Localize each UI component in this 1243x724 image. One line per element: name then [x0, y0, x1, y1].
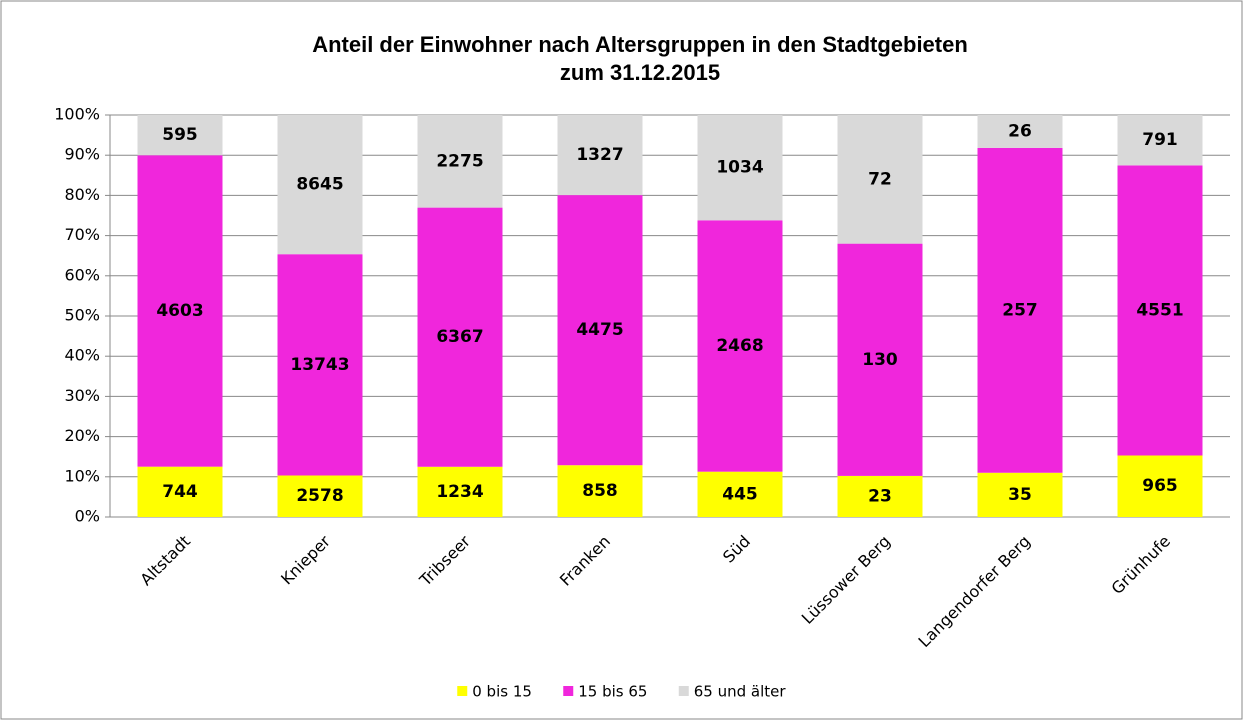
bar-segment [277, 475, 363, 517]
y-tick-label: 30% [64, 386, 100, 405]
bar-segment [697, 471, 783, 517]
data-label: 965 [1142, 476, 1178, 496]
legend-swatch [678, 686, 689, 696]
y-tick-label: 80% [64, 185, 100, 204]
data-label: 4475 [576, 320, 623, 340]
bar-segment [137, 466, 223, 517]
bar-segment [1117, 455, 1203, 517]
y-tick-label: 60% [64, 265, 100, 284]
legend-label: 0 bis 15 [472, 683, 532, 701]
bar-segment [1117, 165, 1203, 456]
bar-segment [697, 220, 783, 472]
legend-label: 65 und älter [694, 683, 787, 701]
y-tick-label: 50% [64, 306, 100, 325]
bar-segment [1117, 115, 1203, 166]
data-label: 6367 [436, 327, 483, 347]
bar-segment [837, 115, 923, 244]
data-label: 2275 [436, 151, 483, 171]
bar-segment [977, 472, 1063, 517]
data-label: 4551 [1136, 300, 1183, 320]
y-tick-label: 20% [64, 426, 100, 445]
bar-segment [977, 115, 1063, 148]
data-label: 8645 [296, 175, 343, 195]
data-label: 445 [722, 484, 758, 504]
bar-segment [977, 147, 1063, 473]
legend-swatch [457, 686, 468, 696]
bar-segment [837, 243, 923, 476]
bar-segment [417, 466, 503, 517]
bar-segment [557, 195, 643, 466]
y-tick-label: 0% [75, 507, 100, 526]
chart-title: Anteil der Einwohner nach Altersgruppen … [312, 32, 968, 57]
data-label: 744 [162, 482, 198, 502]
data-label: 35 [1008, 485, 1032, 505]
bar-segment [277, 115, 363, 255]
data-label: 858 [582, 481, 618, 501]
data-label: 4603 [156, 301, 203, 321]
bar-segment [697, 115, 783, 221]
y-tick-label: 40% [64, 346, 100, 365]
bar-segment [137, 115, 223, 156]
data-label: 257 [1002, 300, 1038, 320]
data-label: 23 [868, 486, 892, 506]
data-label: 1234 [436, 482, 483, 502]
y-tick-label: 70% [64, 225, 100, 244]
chart-subtitle: zum 31.12.2015 [560, 60, 720, 85]
data-label: 791 [1142, 130, 1178, 150]
data-label: 595 [162, 125, 198, 145]
bar-segment [417, 207, 503, 467]
bar-segment [277, 254, 363, 476]
bar-segment [417, 115, 503, 208]
bar-segment [557, 465, 643, 517]
y-tick-label: 10% [64, 466, 100, 485]
bar-segment [557, 115, 643, 196]
data-label: 130 [862, 350, 898, 370]
y-tick-label: 100% [54, 105, 100, 124]
y-tick-label: 90% [64, 145, 100, 164]
bar-segment [137, 155, 223, 467]
data-label: 72 [868, 169, 892, 189]
data-label: 2578 [296, 486, 343, 506]
data-label: 13743 [290, 355, 349, 375]
data-label: 1034 [716, 158, 763, 178]
data-label: 1327 [576, 145, 623, 165]
legend-swatch [563, 686, 574, 696]
data-label: 26 [1008, 121, 1032, 141]
data-label: 2468 [716, 336, 763, 356]
bar-segment [837, 475, 923, 517]
legend-label: 15 bis 65 [578, 683, 647, 701]
